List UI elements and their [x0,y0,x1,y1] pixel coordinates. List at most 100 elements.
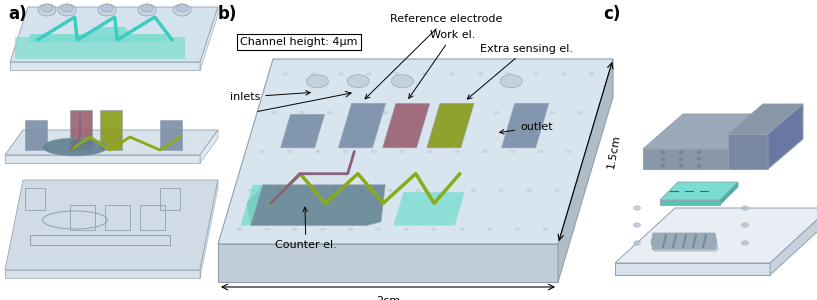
Ellipse shape [415,189,421,192]
Polygon shape [382,103,430,148]
Ellipse shape [347,75,369,88]
Polygon shape [652,238,718,251]
Ellipse shape [366,72,372,76]
Polygon shape [280,115,324,148]
Ellipse shape [359,189,365,192]
Polygon shape [15,37,185,59]
Polygon shape [160,120,182,150]
Ellipse shape [660,164,666,168]
Polygon shape [5,155,200,163]
Ellipse shape [288,150,293,153]
Polygon shape [5,130,218,155]
Ellipse shape [306,75,328,88]
Ellipse shape [248,189,254,192]
Polygon shape [200,130,218,163]
Text: b): b) [218,5,238,23]
Ellipse shape [141,4,153,12]
Ellipse shape [742,223,748,227]
Ellipse shape [327,111,333,114]
Ellipse shape [554,189,560,192]
Ellipse shape [533,72,539,76]
Ellipse shape [697,157,702,161]
Ellipse shape [487,227,493,231]
Ellipse shape [176,4,188,12]
Polygon shape [247,185,385,226]
Ellipse shape [549,111,556,114]
Polygon shape [100,110,122,150]
Ellipse shape [697,150,702,154]
Text: Counter el.: Counter el. [275,207,337,250]
Text: Channel height: 4μm: Channel height: 4μm [240,37,358,47]
Polygon shape [660,200,720,205]
Ellipse shape [431,227,437,231]
Ellipse shape [292,227,298,231]
Ellipse shape [41,4,53,12]
Ellipse shape [283,72,288,76]
Ellipse shape [264,227,270,231]
Text: c): c) [603,5,620,23]
Ellipse shape [742,241,748,245]
Polygon shape [660,182,738,200]
Ellipse shape [459,227,465,231]
Ellipse shape [387,189,393,192]
Polygon shape [615,263,770,275]
Ellipse shape [394,72,400,76]
Ellipse shape [426,150,432,153]
Polygon shape [70,110,92,150]
Polygon shape [615,208,817,263]
Polygon shape [770,208,817,275]
Ellipse shape [521,111,528,114]
Text: Work el.: Work el. [408,30,475,98]
Ellipse shape [466,111,471,114]
Polygon shape [5,180,218,270]
Ellipse shape [404,227,409,231]
Polygon shape [643,149,753,169]
Ellipse shape [101,4,113,12]
Ellipse shape [410,111,416,114]
Ellipse shape [500,75,522,88]
Polygon shape [338,103,386,148]
Text: 2cm: 2cm [376,296,400,300]
Ellipse shape [560,72,567,76]
Text: a): a) [8,5,27,23]
Polygon shape [728,104,803,134]
Ellipse shape [660,157,666,161]
Ellipse shape [343,150,349,153]
Ellipse shape [422,72,427,76]
Text: outlet: outlet [500,122,552,134]
Ellipse shape [338,72,344,76]
Polygon shape [394,192,465,226]
Ellipse shape [138,4,156,16]
Ellipse shape [376,227,382,231]
Ellipse shape [315,150,321,153]
Ellipse shape [271,111,277,114]
Ellipse shape [438,111,444,114]
Ellipse shape [42,138,108,156]
Polygon shape [10,62,200,70]
Ellipse shape [276,189,282,192]
Polygon shape [502,103,549,148]
Polygon shape [25,120,47,150]
Ellipse shape [565,150,572,153]
Ellipse shape [304,189,310,192]
Polygon shape [240,185,263,226]
Ellipse shape [510,150,516,153]
Ellipse shape [299,111,305,114]
Ellipse shape [538,150,543,153]
Ellipse shape [633,223,641,227]
Polygon shape [10,7,218,62]
Polygon shape [768,104,803,169]
Polygon shape [218,59,613,244]
Ellipse shape [505,72,511,76]
Polygon shape [5,270,200,278]
Ellipse shape [678,157,684,161]
Polygon shape [200,180,218,278]
Polygon shape [558,59,613,282]
Ellipse shape [471,189,476,192]
Ellipse shape [678,164,684,168]
Ellipse shape [371,150,377,153]
Text: inlets: inlets [230,91,310,102]
Text: Reference electrode: Reference electrode [365,14,502,99]
Ellipse shape [173,4,191,16]
Ellipse shape [742,206,748,210]
